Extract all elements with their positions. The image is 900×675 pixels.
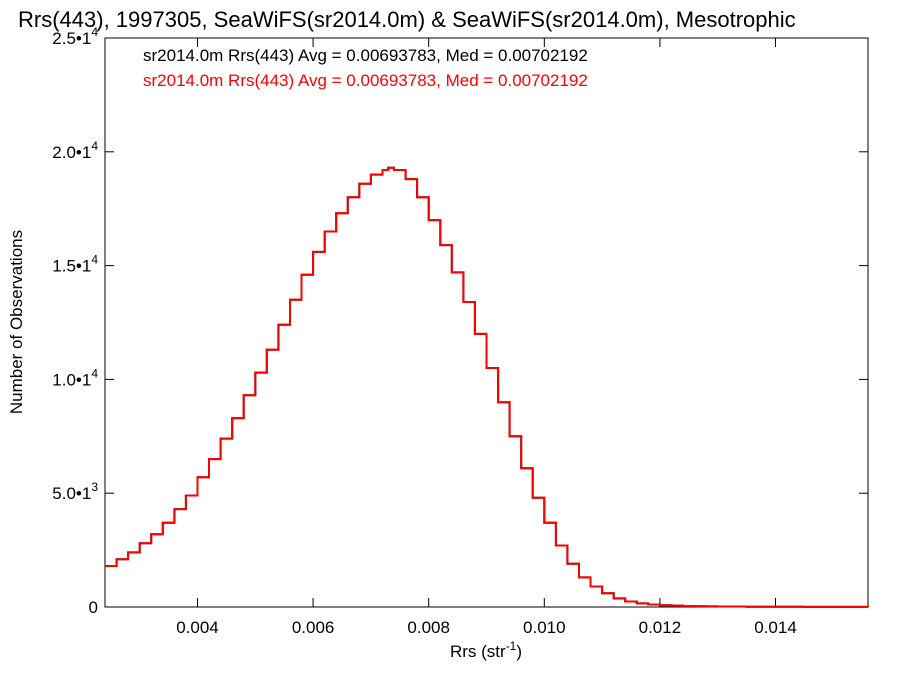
- chart-title: Rrs(443), 1997305, SeaWiFS(sr2014.0m) & …: [18, 7, 796, 32]
- y-tick-exponent: 4: [91, 25, 98, 39]
- y-tick-label: 0: [89, 598, 98, 617]
- x-tick-label: 0.012: [639, 618, 682, 637]
- legend-entry: sr2014.0m Rrs(443) Avg = 0.00693783, Med…: [143, 71, 588, 90]
- y-tick-exponent: 4: [91, 139, 98, 153]
- x-tick-label: 0.006: [292, 618, 335, 637]
- y-tick-label: 2.0•14: [52, 139, 98, 162]
- y-tick-mantissa: 2.5•1: [52, 29, 91, 48]
- y-tick-mantissa: 1.0•1: [52, 370, 91, 389]
- x-tick-label: 0.010: [523, 618, 566, 637]
- legend: sr2014.0m Rrs(443) Avg = 0.00693783, Med…: [143, 46, 588, 90]
- x-tick-label: 0.014: [754, 618, 797, 637]
- legend-entry: sr2014.0m Rrs(443) Avg = 0.00693783, Med…: [143, 46, 588, 65]
- y-tick-label: 2.5•14: [52, 25, 98, 48]
- x-tick-label: 0.004: [176, 618, 219, 637]
- y-tick-label: 5.0•13: [52, 480, 98, 503]
- x-axis-ticks: 0.004 0.006 0.008 0.010 0.012 0.014: [176, 38, 797, 637]
- series-line-1: [105, 166, 869, 608]
- y-tick-mantissa: 0: [89, 598, 98, 617]
- x-tick-label: 0.008: [407, 618, 450, 637]
- y-tick-mantissa: 2.0•1: [52, 143, 91, 162]
- y-tick-exponent: 4: [91, 366, 98, 380]
- y-tick-mantissa: 5.0•1: [52, 484, 91, 503]
- series-lines: [105, 166, 869, 608]
- series-line-0: [105, 166, 869, 608]
- y-axis-title: Number of Observations: [7, 230, 26, 414]
- y-axis-ticks: 05.0•131.0•141.5•142.0•142.5•14: [52, 25, 868, 617]
- y-tick-exponent: 4: [91, 253, 98, 267]
- y-tick-label: 1.5•14: [52, 253, 98, 276]
- y-tick-label: 1.0•14: [52, 366, 98, 389]
- x-axis-title: Rrs (str-1): [450, 639, 522, 661]
- y-tick-mantissa: 1.5•1: [52, 257, 91, 276]
- y-tick-exponent: 3: [91, 480, 98, 494]
- plot-frame: [104, 37, 869, 608]
